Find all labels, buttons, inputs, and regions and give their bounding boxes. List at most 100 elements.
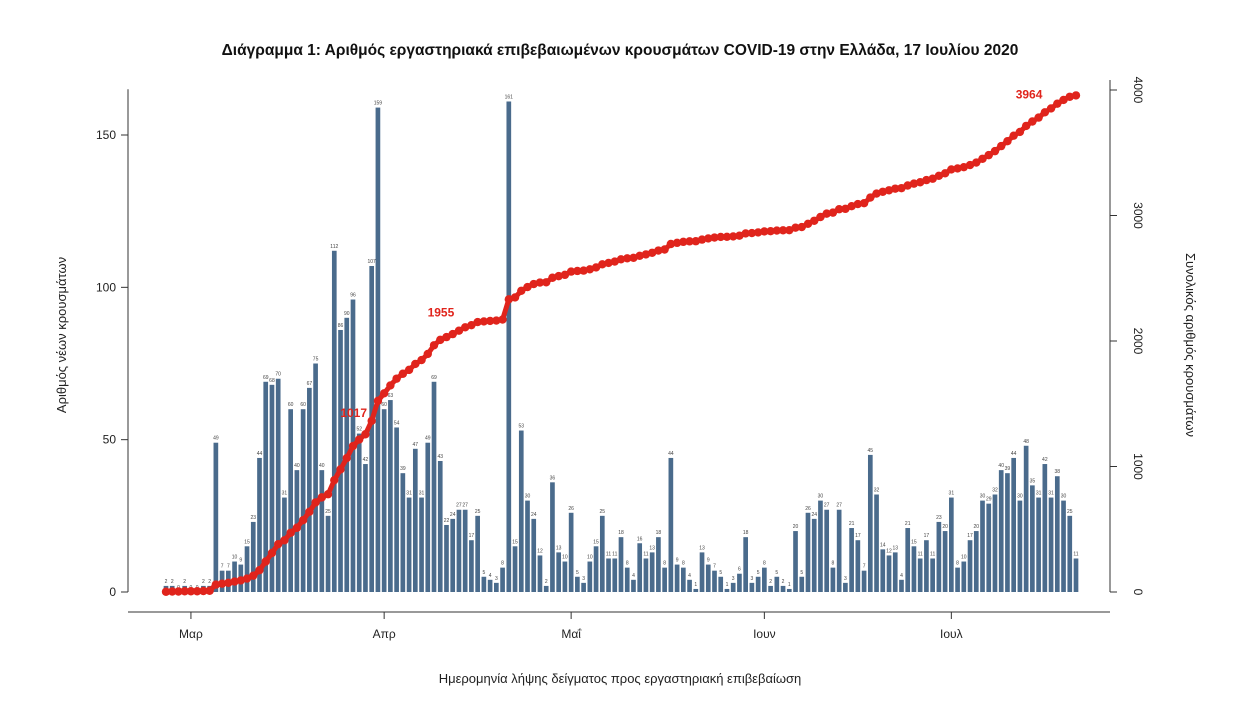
bar [949, 497, 954, 592]
cumulative-point [168, 587, 177, 596]
bar [462, 509, 468, 592]
bar-value-label: 112 [330, 244, 338, 250]
bar [356, 433, 362, 592]
bar [612, 558, 618, 592]
left-tick-label: 50 [103, 433, 117, 447]
cumulative-point [822, 209, 831, 218]
bar [531, 518, 537, 592]
bar-value-label: 31 [1048, 491, 1054, 497]
bar-value-label: 27 [836, 503, 842, 509]
bar-value-label: 2 [769, 579, 772, 585]
bar [786, 588, 792, 592]
cumulative-point [292, 523, 302, 532]
bar-value-label: 10 [562, 555, 568, 561]
cumulative-point [623, 254, 632, 263]
bar [637, 543, 643, 592]
bar [487, 579, 493, 592]
bar [662, 567, 667, 592]
bar-value-label: 8 [832, 561, 835, 567]
cumulative-point [517, 286, 526, 295]
bar-value-label: 20 [973, 524, 979, 530]
cumulative-point [891, 184, 900, 193]
cumulative-point [367, 416, 376, 426]
cumulative-point [417, 355, 426, 365]
bar [730, 582, 736, 592]
bar [431, 381, 437, 592]
bar [811, 518, 817, 592]
cumulative-point [803, 219, 813, 228]
left-y-axis: 0 50 100 150 [96, 89, 129, 599]
bar [213, 442, 219, 592]
bar [631, 579, 636, 592]
cumulative-point [766, 226, 775, 236]
bar [618, 537, 624, 592]
bar-value-label: 11 [930, 551, 935, 557]
bar [656, 537, 661, 592]
bar [1054, 476, 1060, 592]
bar [425, 442, 431, 592]
bar [805, 512, 811, 592]
cumulative-point [523, 282, 532, 292]
bar-value-label: 13 [649, 545, 655, 551]
y-axis-label: Αριθμός νέων κρουσμάτων [54, 257, 69, 413]
cumulative-point [1009, 131, 1018, 140]
bar-value-label: 2 [202, 579, 205, 585]
cumulative-point [940, 169, 950, 178]
cumulative-point [323, 490, 333, 499]
bar-value-label: 44 [668, 451, 674, 457]
bar [780, 585, 786, 592]
bar [593, 546, 599, 592]
bar [500, 567, 505, 592]
bar [705, 564, 711, 592]
bar-value-label: 5 [800, 570, 803, 576]
bar [512, 546, 518, 592]
cumulative-point [1034, 113, 1043, 122]
cumulative-point [217, 579, 227, 588]
bar [693, 588, 699, 592]
y2-axis-label: Συνολικός αριθμός κρουσμάτων [1183, 253, 1198, 437]
bar-value-label: 90 [344, 311, 350, 317]
bar-value-label: 10 [961, 555, 967, 561]
bar-value-label: 7 [221, 564, 224, 570]
bar [718, 576, 724, 592]
cumulative-point [666, 239, 676, 249]
bar-value-label: 18 [656, 530, 662, 536]
bar-value-label: 18 [743, 530, 749, 536]
bar [867, 454, 873, 592]
cumulative-point [660, 245, 669, 254]
cumulative-point [479, 317, 489, 326]
cumulative-point [467, 320, 476, 330]
cumulative-point [1015, 127, 1025, 137]
bar [643, 558, 649, 592]
bar-value-label: 32 [874, 488, 880, 494]
bar-value-label: 22 [444, 518, 450, 524]
bar [400, 473, 406, 592]
cumulative-point [442, 332, 451, 342]
bar [843, 582, 848, 592]
bar-value-label: 36 [550, 475, 556, 481]
bar [244, 546, 250, 592]
cumulative-point [174, 587, 183, 596]
x-axis-label: Ημερομηνία λήψης δείγματος προς εργαστηρ… [439, 671, 802, 686]
bar [543, 585, 549, 592]
cumulative-point [591, 263, 601, 272]
bar-value-label: 12 [537, 548, 543, 554]
bar-value-label: 29 [986, 497, 992, 503]
bar-value-label: 15 [512, 539, 518, 545]
bar-value-label: 26 [805, 506, 811, 512]
bar [899, 579, 904, 592]
bar-value-label: 52 [356, 427, 362, 433]
cumulative-point [554, 271, 563, 281]
cumulative-point [697, 235, 707, 244]
bar-value-label: 4 [688, 573, 691, 579]
bar-value-label: 3 [750, 576, 753, 582]
cumulative-point [810, 216, 819, 225]
bar [581, 582, 586, 592]
cumulative-point [704, 234, 713, 243]
bar [506, 101, 512, 592]
bar [1042, 464, 1048, 592]
bar-value-label: 1 [726, 582, 729, 588]
cumulative-point [741, 229, 750, 238]
bar-value-label: 63 [388, 393, 394, 399]
cumulative-point [404, 365, 414, 375]
